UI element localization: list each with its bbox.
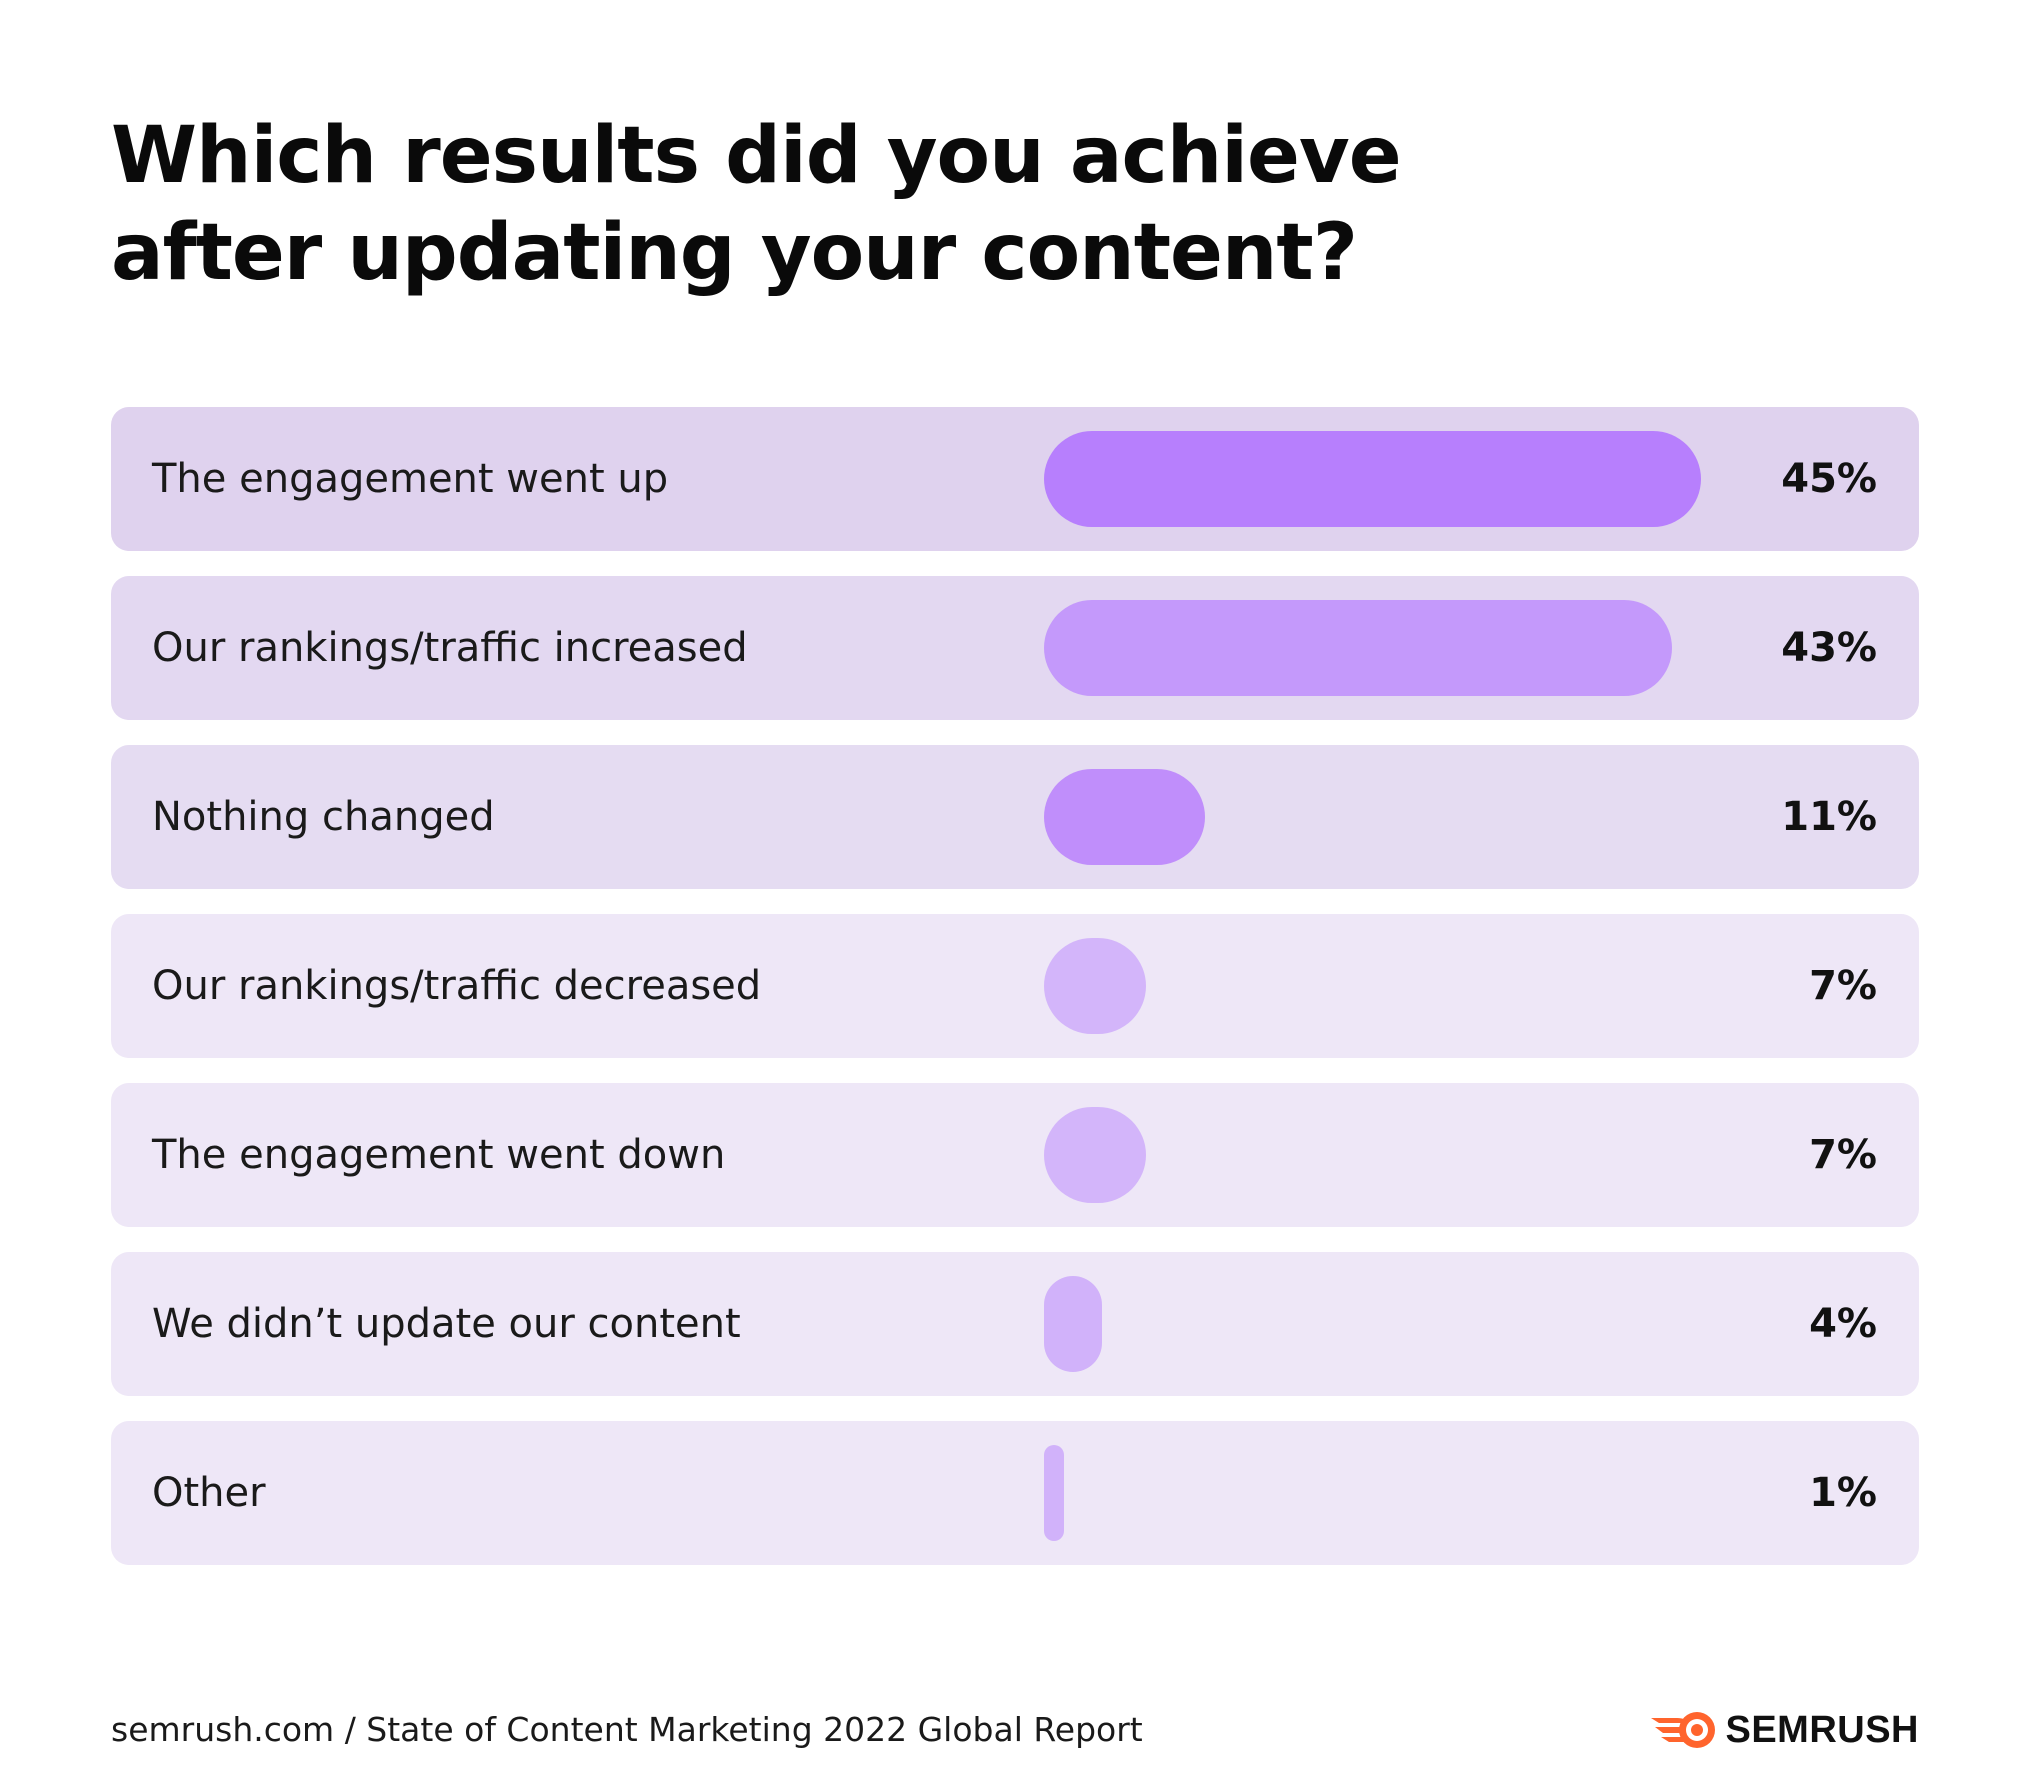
chart-title-line-2: after updating your content?	[111, 208, 1358, 298]
brand-logo: SEMRUSH	[1651, 1706, 1919, 1754]
chart-row: The engagement went up 45%	[111, 407, 1919, 551]
semrush-flame-icon	[1651, 1712, 1716, 1748]
value-label: 1%	[1809, 1470, 1877, 1516]
category-label: We didn’t update our content	[152, 1301, 741, 1347]
value-label: 11%	[1781, 794, 1877, 840]
bar	[1044, 600, 1672, 696]
chart-title-line-1: Which results did you achieve	[111, 111, 1402, 201]
bar	[1044, 1445, 1064, 1541]
brand-name: SEMRUSH	[1725, 1708, 1919, 1751]
chart-title: Which results did you achieve after upda…	[111, 108, 1511, 302]
value-label: 7%	[1809, 963, 1877, 1009]
bar	[1044, 1276, 1102, 1372]
category-label: Other	[152, 1470, 266, 1516]
category-label: Nothing changed	[152, 794, 495, 840]
value-label: 43%	[1781, 625, 1877, 671]
value-label: 7%	[1809, 1132, 1877, 1178]
value-label: 45%	[1781, 456, 1877, 502]
chart-row: Our rankings/traffic decreased 7%	[111, 914, 1919, 1058]
bar	[1044, 769, 1205, 865]
value-label: 4%	[1809, 1301, 1877, 1347]
chart-row: Other 1%	[111, 1421, 1919, 1565]
bar	[1044, 431, 1701, 527]
bar	[1044, 938, 1146, 1034]
category-label: Our rankings/traffic decreased	[152, 963, 762, 1009]
chart-row: Our rankings/traffic increased 43%	[111, 576, 1919, 720]
category-label: The engagement went up	[152, 456, 669, 502]
chart-row: Nothing changed 11%	[111, 745, 1919, 889]
chart-row: We didn’t update our content 4%	[111, 1252, 1919, 1396]
chart-row: The engagement went down 7%	[111, 1083, 1919, 1227]
bar	[1044, 1107, 1146, 1203]
category-label: The engagement went down	[152, 1132, 726, 1178]
category-label: Our rankings/traffic increased	[152, 625, 748, 671]
footer-source: semrush.com / State of Content Marketing…	[111, 1710, 1143, 1749]
bar-rows: The engagement went up 45% Our rankings/tr…	[111, 407, 1919, 1590]
